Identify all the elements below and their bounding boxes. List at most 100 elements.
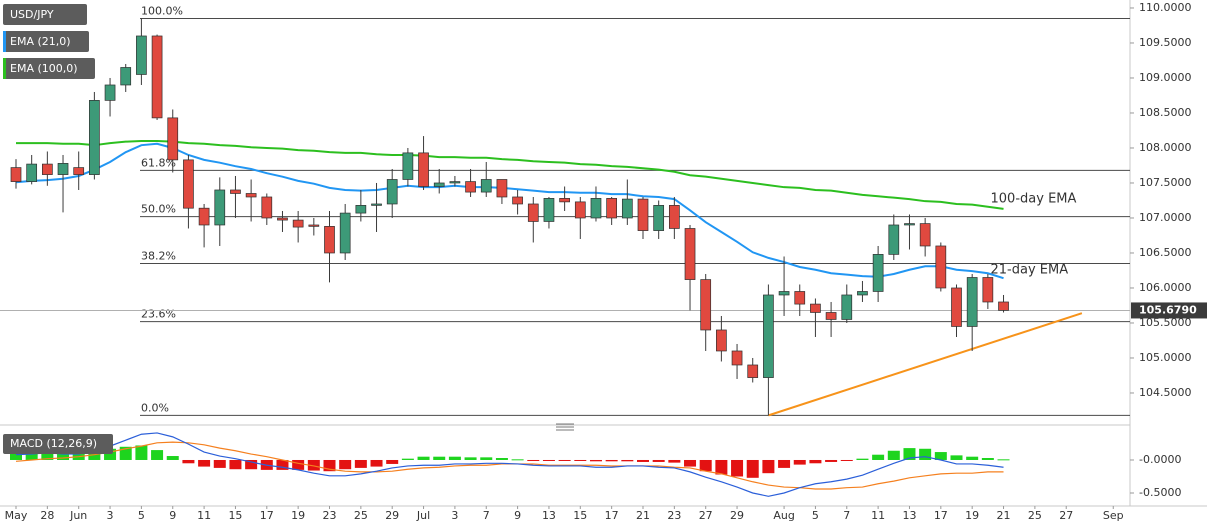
candle-body xyxy=(810,303,821,313)
macd-histogram-bar xyxy=(950,455,963,460)
macd-line xyxy=(15,432,1004,497)
candle-body xyxy=(245,193,257,198)
x-tick-label: 3 xyxy=(107,509,114,522)
candle-body xyxy=(700,279,712,331)
macd-histogram-bar xyxy=(135,445,148,460)
x-tick-label: Aug xyxy=(773,509,794,522)
y-tick-label: 110.0000 xyxy=(1139,1,1192,14)
candle-body xyxy=(198,207,210,226)
candle-body xyxy=(324,226,335,254)
y-tick-label: -0.5000 xyxy=(1139,486,1181,499)
annotation: 21-day EMA xyxy=(991,263,1069,278)
candle-body xyxy=(371,203,382,206)
candle-body xyxy=(559,198,570,203)
macd-histogram-bar xyxy=(637,459,649,462)
macd-histogram-bar xyxy=(668,459,681,463)
macd-histogram-bar xyxy=(872,454,885,460)
y-tick-label: 105.0000 xyxy=(1139,351,1192,364)
candle-body xyxy=(935,245,947,289)
fib-level-label: 61.8% xyxy=(141,156,176,169)
macd-histogram-bar xyxy=(558,459,571,461)
macd-histogram-bar xyxy=(323,459,336,472)
macd-histogram-bar xyxy=(621,459,634,462)
x-tick-label: 23 xyxy=(323,509,337,522)
y-tick-label: 106.0000 xyxy=(1139,281,1192,294)
x-tick-label: 13 xyxy=(902,509,916,522)
x-tick-label: 9 xyxy=(169,509,176,522)
candle-body xyxy=(339,212,351,254)
candle-body xyxy=(527,203,539,222)
candle-body xyxy=(308,224,320,227)
candle-body xyxy=(10,167,22,182)
x-tick-label: 5 xyxy=(812,509,819,522)
macd-histogram-bar xyxy=(652,459,665,462)
candle-body xyxy=(496,179,508,198)
macd-histogram-bar xyxy=(292,459,305,470)
candle-body xyxy=(465,181,476,193)
macd-histogram-bar xyxy=(997,459,1010,461)
candle-body xyxy=(167,117,179,161)
legend-box xyxy=(3,434,113,454)
macd-histogram-bar xyxy=(354,459,367,468)
macd-histogram-bar xyxy=(966,456,979,460)
y-tick-label: 108.5000 xyxy=(1139,106,1192,119)
macd-histogram-bar xyxy=(119,446,132,460)
x-tick-label: 23 xyxy=(667,509,681,522)
x-tick-label: 13 xyxy=(542,509,556,522)
candle-body xyxy=(825,312,837,320)
candle-body xyxy=(904,223,915,226)
macd-histogram-bar xyxy=(25,452,38,460)
y-tick-label: 107.5000 xyxy=(1139,176,1192,189)
candle-body xyxy=(998,301,1009,311)
candle-body xyxy=(73,167,85,175)
candle-body xyxy=(543,198,555,222)
legend-label: EMA (100,0) xyxy=(10,62,78,75)
macd-histogram-bar xyxy=(480,457,493,460)
macd-histogram-bar xyxy=(448,456,461,460)
macd-histogram-bar xyxy=(10,453,22,460)
candle-body xyxy=(763,294,774,378)
macd-histogram-bar xyxy=(934,452,947,460)
macd-histogram-bar xyxy=(731,459,744,477)
candle-body xyxy=(794,291,806,305)
macd-histogram-bar xyxy=(41,453,54,460)
fib-level-label: 23.6% xyxy=(141,308,176,321)
x-tick-label: 29 xyxy=(730,509,744,522)
candle-body xyxy=(778,291,790,296)
macd-histogram-bar xyxy=(182,459,195,464)
macd-histogram-bar xyxy=(605,459,618,462)
macd-histogram-bar xyxy=(542,459,555,461)
x-tick-label: 27 xyxy=(699,509,713,522)
y-tick-label: 108.0000 xyxy=(1139,141,1192,154)
candle-body xyxy=(919,223,931,247)
macd-histogram-bar xyxy=(574,459,587,461)
candle-body xyxy=(621,198,633,219)
candle-body xyxy=(747,364,759,378)
x-tick-label: 7 xyxy=(843,509,850,522)
x-tick-label: May xyxy=(5,509,28,522)
x-tick-label: 15 xyxy=(228,509,242,522)
x-tick-label: 3 xyxy=(451,509,458,522)
candle-body xyxy=(731,350,743,366)
x-tick-label: 19 xyxy=(291,509,305,522)
candle-body xyxy=(653,205,665,231)
last-price-label: 105.6790 xyxy=(1139,303,1197,316)
macd-histogram-bar xyxy=(57,453,70,460)
candle-body xyxy=(951,287,962,327)
legend-box xyxy=(3,4,87,25)
panel-handle[interactable] xyxy=(556,423,574,431)
macd-histogram-bar xyxy=(793,459,806,465)
candle-body xyxy=(26,163,38,182)
macd-histogram-bar xyxy=(104,448,117,460)
candle-body xyxy=(355,205,367,214)
candle-body xyxy=(857,291,868,296)
macd-histogram-bar xyxy=(307,459,320,471)
macd-panel xyxy=(10,432,1010,497)
legend-label: MACD (12,26,9) xyxy=(10,437,97,450)
x-tick-label: 29 xyxy=(385,509,399,522)
y-tick-label: 105.5000 xyxy=(1139,316,1192,329)
y-tick-label: 106.5000 xyxy=(1139,246,1192,259)
x-tick-label: 7 xyxy=(483,509,490,522)
y-tick-label: 109.5000 xyxy=(1139,36,1192,49)
